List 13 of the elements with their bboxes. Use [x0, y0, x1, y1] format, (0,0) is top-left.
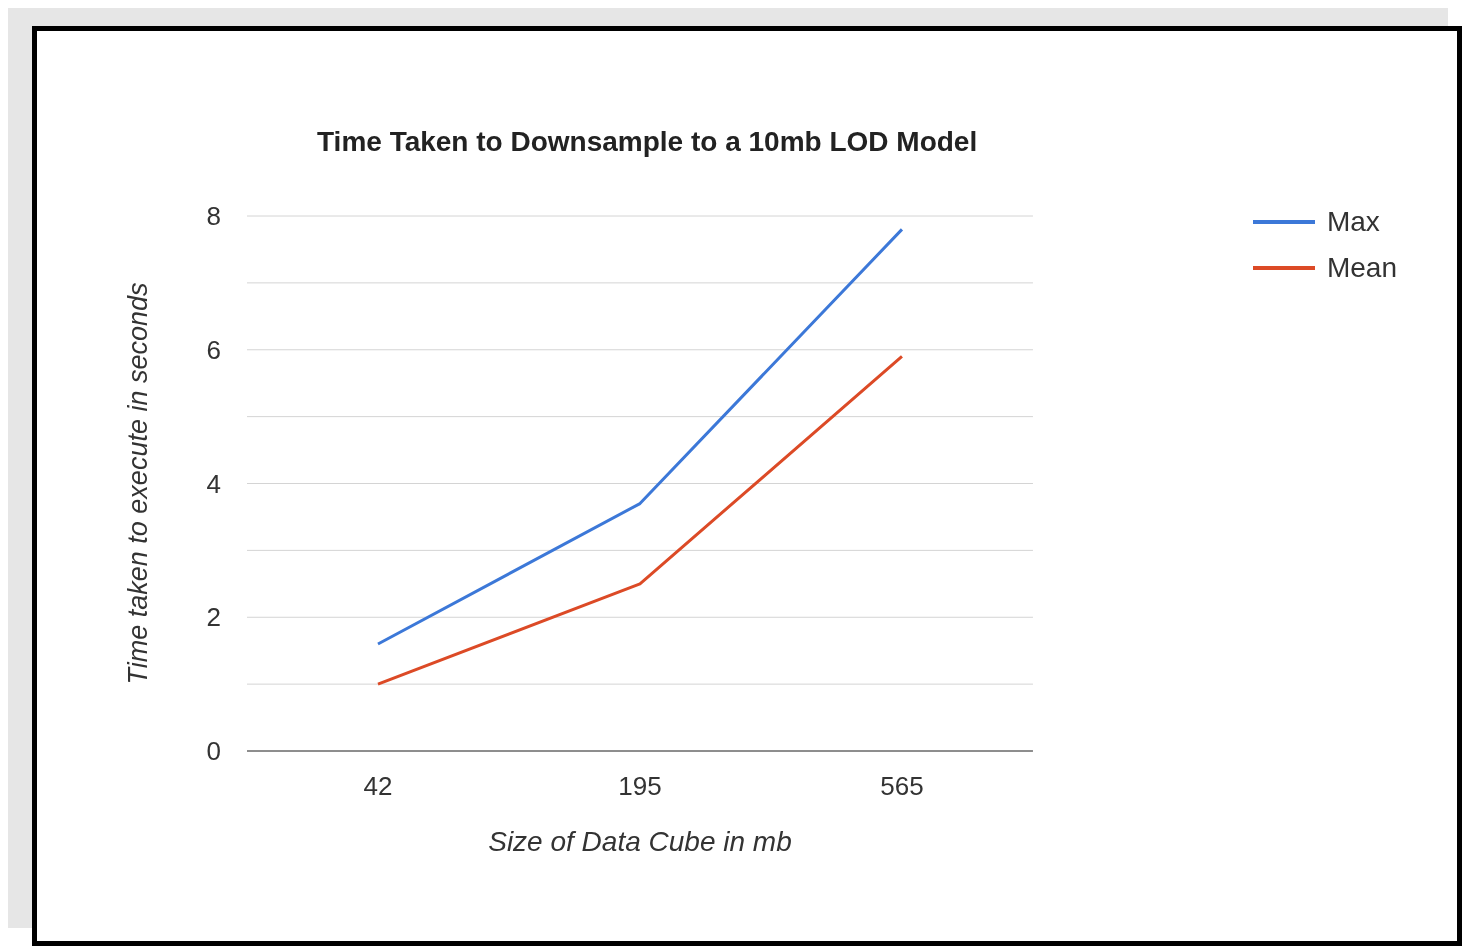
y-tick-label: 8: [206, 201, 221, 232]
y-tick-label: 0: [206, 736, 221, 767]
x-tick-label: 565: [880, 771, 924, 802]
y-axis-title: Time taken to execute in seconds: [122, 282, 153, 685]
y-tick-label: 4: [206, 468, 221, 499]
legend-label: Max: [1326, 206, 1380, 238]
x-tick-label: 195: [618, 771, 662, 802]
x-axis-title: Size of Data Cube in mb: [488, 826, 792, 857]
legend-label: Mean: [1326, 252, 1397, 284]
y-tick-label: 2: [206, 602, 221, 633]
x-tick-label: 42: [363, 771, 393, 802]
chart-title: Time Taken to Downsample to a 10mb LOD Model: [317, 126, 978, 158]
y-tick-label: 6: [206, 334, 221, 365]
